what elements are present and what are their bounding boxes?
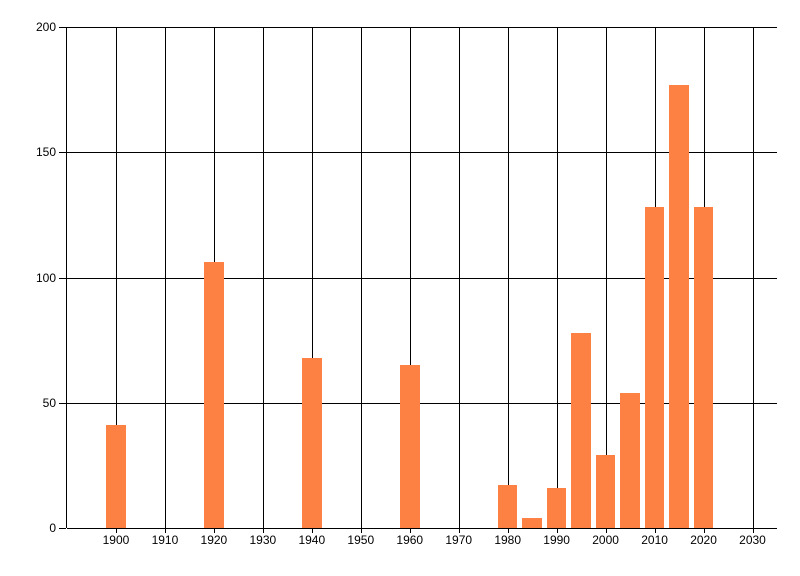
gridline-vertical	[361, 27, 362, 533]
gridline-horizontal	[67, 403, 777, 404]
bar-2010	[644, 207, 665, 528]
gridline-horizontal	[67, 27, 777, 28]
bar-1990	[546, 487, 567, 528]
x-tick-label: 2030	[739, 533, 766, 547]
x-tick-label: 2020	[690, 533, 717, 547]
bar-2000	[595, 455, 616, 528]
y-axis-tick	[59, 278, 66, 279]
x-tick-label: 1930	[249, 533, 277, 547]
bar-1960	[399, 365, 420, 528]
plot-area	[66, 27, 777, 533]
y-tick-label: 150	[35, 145, 56, 160]
gridline-vertical	[116, 27, 117, 533]
y-axis-tick	[59, 528, 66, 529]
x-tick-label: 1980	[494, 533, 522, 547]
y-tick-label: 100	[35, 270, 56, 285]
bar-1980	[497, 485, 518, 528]
gridline-vertical	[606, 27, 607, 533]
bar-1900	[106, 425, 126, 528]
x-tick-label: 1940	[298, 533, 326, 547]
bar-1940	[302, 357, 322, 528]
bar-2015	[669, 84, 689, 528]
y-axis-tick	[59, 403, 66, 404]
bar-1995	[571, 332, 591, 528]
gridline-vertical	[165, 27, 166, 533]
x-tick-label: 1990	[543, 533, 570, 547]
y-tick-label: 200	[35, 20, 56, 34]
gridline-vertical	[508, 27, 509, 533]
gridline-vertical	[312, 27, 313, 533]
gridline-horizontal	[67, 528, 777, 529]
x-tick-label: 1900	[102, 533, 130, 547]
gridline-vertical	[557, 27, 558, 533]
x-tick-label: 1950	[347, 533, 375, 547]
x-tick-label: 1960	[396, 533, 424, 547]
x-tick-label: 1970	[445, 533, 473, 547]
y-tick-label: 0	[49, 521, 56, 535]
x-tick-label: 2000	[592, 533, 619, 547]
bar-2020	[693, 207, 714, 528]
gridline-vertical	[263, 27, 264, 533]
x-tick-label: 2010	[641, 533, 668, 547]
bar-1920	[204, 262, 224, 528]
bar-2005	[620, 392, 640, 528]
x-tick-label: 1920	[200, 533, 228, 547]
x-tick-label: 1910	[151, 533, 179, 547]
gridline-vertical	[410, 27, 411, 533]
y-axis-tick	[59, 152, 66, 153]
y-tick-label: 50	[42, 395, 56, 410]
gridline-vertical	[753, 27, 754, 533]
gridline-vertical	[459, 27, 460, 533]
gridline-horizontal	[67, 278, 777, 279]
gridline-horizontal	[67, 152, 777, 153]
bar-1985	[522, 517, 542, 528]
y-axis-tick	[59, 27, 66, 28]
